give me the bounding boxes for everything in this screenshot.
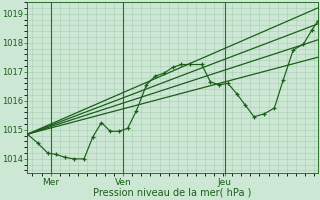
X-axis label: Pression niveau de la mer( hPa ): Pression niveau de la mer( hPa ) — [93, 188, 252, 198]
